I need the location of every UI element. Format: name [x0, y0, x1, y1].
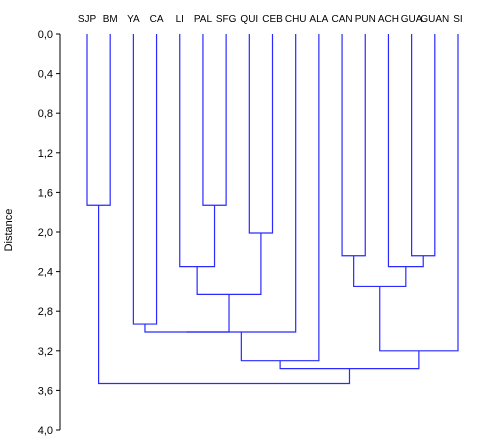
dendrogram-link: [144, 294, 230, 333]
leaf-label: GUAN: [420, 14, 449, 25]
y-tick-label: 0,8: [38, 108, 53, 120]
leaf-label: SJP: [78, 14, 97, 25]
dendrogram-link: [86, 34, 111, 206]
y-tick-label: 2,8: [38, 306, 53, 318]
dendrogram-link: [202, 34, 227, 206]
dendrogram-link: [186, 34, 297, 333]
leaf-label: PAL: [194, 14, 213, 25]
leaf-label: CA: [150, 14, 164, 25]
leaf-label: GUA: [401, 14, 423, 25]
y-tick-label: 1,6: [38, 187, 53, 199]
dendrogram-branches: [86, 34, 459, 385]
dendrogram-link: [179, 34, 216, 268]
y-tick-label: 3,2: [38, 346, 53, 358]
dendrogram-link: [387, 34, 424, 268]
y-tick-label: 0,4: [38, 69, 53, 81]
dendrogram-link: [353, 255, 407, 288]
y-axis: 0,0 0,4 0,8 1,2 1,6 2,0 2,4 2,8 3,2 3,6 4,0: [38, 29, 61, 437]
dendrogram-link: [248, 34, 274, 234]
leaf-label: PUN: [355, 14, 376, 25]
dendrogram-link: [132, 34, 158, 325]
leaf-label: QUI: [240, 14, 258, 25]
leaf-label: BM: [103, 14, 118, 25]
y-tick-label: 4,0: [38, 425, 53, 437]
y-tick-label: 3,6: [38, 385, 53, 397]
leaf-label: ALA: [309, 14, 328, 25]
dendrogram-link: [196, 232, 262, 295]
leaf-label: CHU: [285, 14, 307, 25]
dendrogram-link: [379, 34, 459, 352]
leaf-labels: SJP BM YA CA LI PAL SFG QUI CEB CHU ALA CAN PUN ACH GU…: [78, 14, 463, 25]
y-axis-title: Distance: [3, 209, 15, 252]
leaf-label: SI: [453, 14, 462, 25]
y-tick-label: 1,2: [38, 148, 53, 160]
leaf-label: LI: [176, 14, 184, 25]
y-tick-label: 0,0: [38, 29, 53, 41]
y-tick-label: 2,0: [38, 227, 53, 239]
leaf-label: CEB: [262, 14, 283, 25]
leaf-label: CAN: [332, 14, 353, 25]
y-tick-label: 2,4: [38, 267, 53, 279]
leaf-label: SFG: [216, 14, 237, 25]
dendrogram-link: [341, 34, 366, 257]
dendrogram-link: [240, 34, 320, 362]
dendrogram-link: [279, 350, 420, 370]
dendrogram-link: [97, 205, 351, 385]
leaf-label: ACH: [378, 14, 399, 25]
leaf-label: YA: [127, 14, 140, 25]
dendrogram-link: [411, 34, 436, 257]
